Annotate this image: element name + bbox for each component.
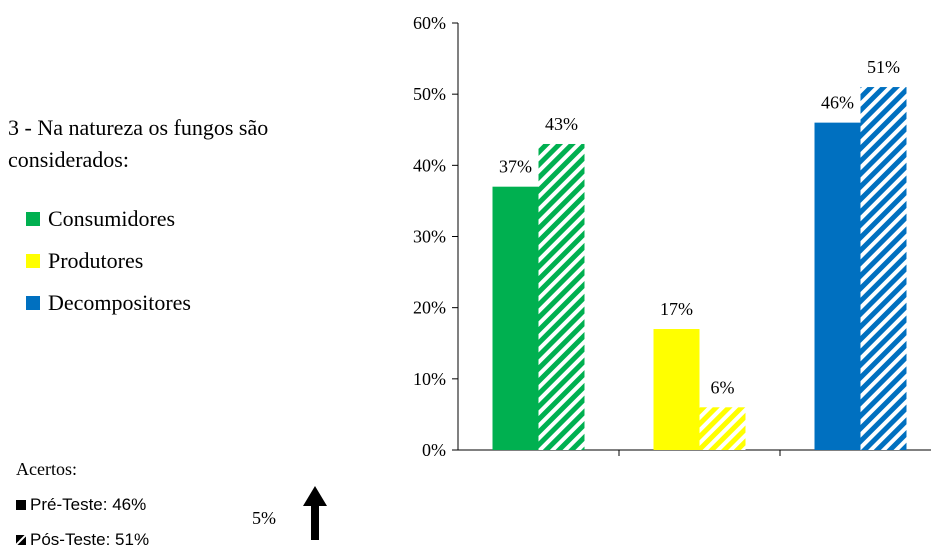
y-tick-label: 60% xyxy=(413,13,446,33)
pos-teste-swatch xyxy=(16,534,26,545)
legend-swatch-consumidores xyxy=(26,212,40,226)
legend-item-produtores: Produtores xyxy=(26,240,191,282)
y-tick-label: 50% xyxy=(413,84,446,104)
legend: Consumidores Produtores Decompositores xyxy=(26,198,191,324)
y-tick-label: 40% xyxy=(413,155,446,175)
legend-swatch-produtores xyxy=(26,254,40,268)
bar-pos-decompositores xyxy=(860,87,907,451)
bar-pre-decompositores xyxy=(814,122,861,450)
difference-label: 5% xyxy=(252,508,276,528)
bar-pos-consumidores xyxy=(538,143,585,450)
y-tick-label: 10% xyxy=(413,369,446,389)
legend-item-consumidores: Consumidores xyxy=(26,198,191,240)
arrow-up-icon xyxy=(303,486,327,540)
pos-teste-label: Pós-Teste: 51% xyxy=(30,530,150,549)
acertos-pos-row: Pós-Teste: 51% xyxy=(16,522,149,557)
acertos-box: Acertos: Pré-Teste: 46% Pós-Teste: 51% xyxy=(16,452,149,557)
data-label-pos-decompositores: 51% xyxy=(867,57,900,77)
legend-label-consumidores: Consumidores xyxy=(48,206,176,231)
legend-item-decompositores: Decompositores xyxy=(26,282,191,324)
data-label-pos-consumidores: 43% xyxy=(545,114,578,134)
acertos-title: Acertos: xyxy=(16,459,77,479)
y-tick-label: 0% xyxy=(422,440,446,460)
question-text: 3 - Na natureza os fungos são considerad… xyxy=(8,115,269,172)
bar-pre-produtores xyxy=(653,329,700,450)
data-label-pre-consumidores: 37% xyxy=(499,157,532,177)
pre-teste-swatch xyxy=(16,499,26,510)
legend-label-produtores: Produtores xyxy=(48,248,144,273)
y-tick-label: 30% xyxy=(413,227,446,247)
y-tick-label: 20% xyxy=(413,298,446,318)
acertos-pre-row: Pré-Teste: 46% xyxy=(16,487,149,522)
legend-swatch-decompositores xyxy=(26,296,40,310)
data-label-pre-produtores: 17% xyxy=(660,299,693,319)
bar-pos-produtores xyxy=(699,407,746,450)
pre-teste-label: Pré-Teste: 46% xyxy=(30,495,147,514)
legend-label-decompositores: Decompositores xyxy=(48,290,191,315)
data-label-pos-produtores: 6% xyxy=(711,377,735,397)
bar-pre-consumidores xyxy=(492,186,539,450)
data-label-pre-decompositores: 46% xyxy=(821,93,854,113)
